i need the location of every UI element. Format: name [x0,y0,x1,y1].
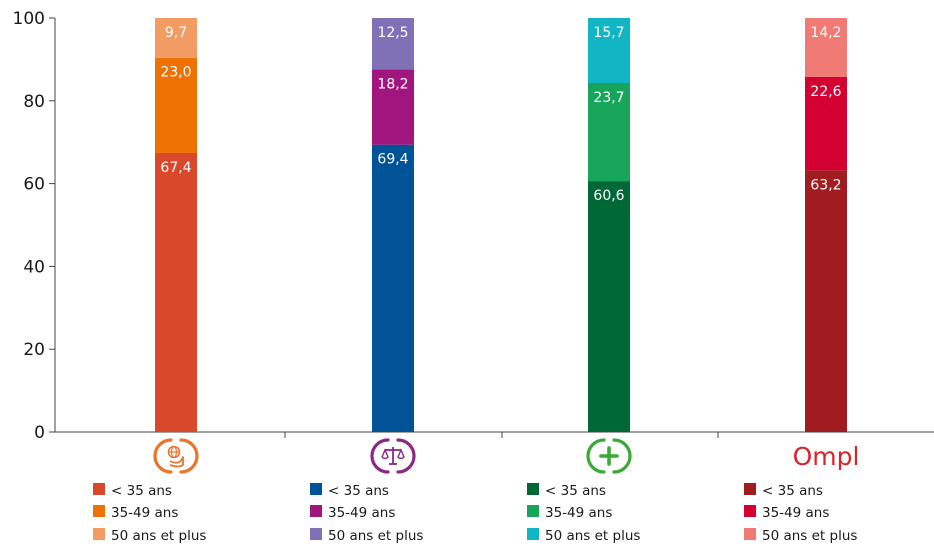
legend-label: < 35 ans [762,483,823,499]
category-icons: Ompl [153,438,860,474]
legend-group: < 35 ans 35-49 ans 50 ans et plus [310,483,423,544]
legend-swatch [744,483,756,495]
bar-value-label: 69,4 [377,152,408,168]
legend-label: 50 ans et plus [762,528,857,544]
bar-segment [372,144,414,432]
legend-swatch [310,505,322,517]
legend-group: < 35 ans 35-49 ans 50 ans et plus [93,483,206,544]
legend-label: 35-49 ans [111,505,178,521]
ompl-logo-text: Ompl [793,442,860,471]
legend-swatch [310,483,322,495]
bar-segment [155,57,197,153]
legend-label: < 35 ans [111,483,172,499]
y-tick-label: 100 [13,9,45,29]
y-tick-label: 0 [34,423,45,443]
legend-label: 50 ans et plus [111,528,206,544]
legend-swatch [310,528,322,540]
bar-segment [805,170,847,433]
legend-swatch [527,483,539,495]
legend-swatch [93,483,105,495]
bar-segment [588,82,630,182]
bar-stack: 67,4 23,0 9,7 [155,18,197,433]
bar-segment [805,18,847,77]
legend-swatch [527,505,539,517]
legend-label: 35-49 ans [545,505,612,521]
bar-value-label: 14,2 [810,25,841,41]
legend-group: < 35 ans 35-49 ans 50 ans et plus [744,483,857,544]
legend-label: 35-49 ans [328,505,395,521]
bar-segment [588,181,630,432]
legend-group: < 35 ans 35-49 ans 50 ans et plus [527,483,640,544]
bar-segment [155,18,197,58]
legend-swatch [93,505,105,517]
scales-of-justice-icon [370,438,416,474]
bar-value-label: 22,6 [810,84,841,100]
legend-label: 50 ans et plus [545,528,640,544]
medical-cross-icon [586,438,632,474]
y-tick-label: 60 [23,175,45,195]
bar-value-label: 9,7 [165,25,187,41]
bar-value-label: 63,2 [810,177,841,193]
legend-swatch [744,505,756,517]
axes: 0 20 40 60 80 100 [13,9,934,443]
legend-label: 35-49 ans [762,505,829,521]
legend: < 35 ans 35-49 ans 50 ans et plus < 35 ans 3… [93,483,857,544]
bar-stack: 60,6 23,7 15,7 [588,18,630,432]
y-tick-label: 20 [23,340,45,360]
bar-value-label: 67,4 [160,160,191,176]
ompl-logo: Ompl [793,442,860,471]
bar-segment [372,18,414,70]
bar-segment [805,76,847,171]
bars: 67,4 23,0 9,7 69,4 18,2 12,5 60,6 23,7 15,7 63,2 2… [155,18,847,433]
legend-label: < 35 ans [545,483,606,499]
legend-swatch [527,528,539,540]
bar-value-label: 23,7 [593,90,624,106]
bar-value-label: 12,5 [377,25,408,41]
bar-stack: 63,2 22,6 14,2 [805,18,847,433]
bar-segment [155,152,197,433]
bar-segment [588,18,630,83]
bar-segment [372,69,414,145]
bar-stack: 69,4 18,2 12,5 [372,18,414,432]
bar-value-label: 60,6 [593,188,624,204]
globe-hand-icon [153,438,199,474]
bar-value-label: 15,7 [593,25,624,41]
y-tick-label: 40 [23,257,45,277]
legend-label: < 35 ans [328,483,389,499]
bar-value-label: 18,2 [377,76,408,92]
bar-value-label: 23,0 [160,65,191,81]
legend-swatch [93,528,105,540]
legend-label: 50 ans et plus [328,528,423,544]
y-tick-label: 80 [23,92,45,112]
legend-swatch [744,528,756,540]
